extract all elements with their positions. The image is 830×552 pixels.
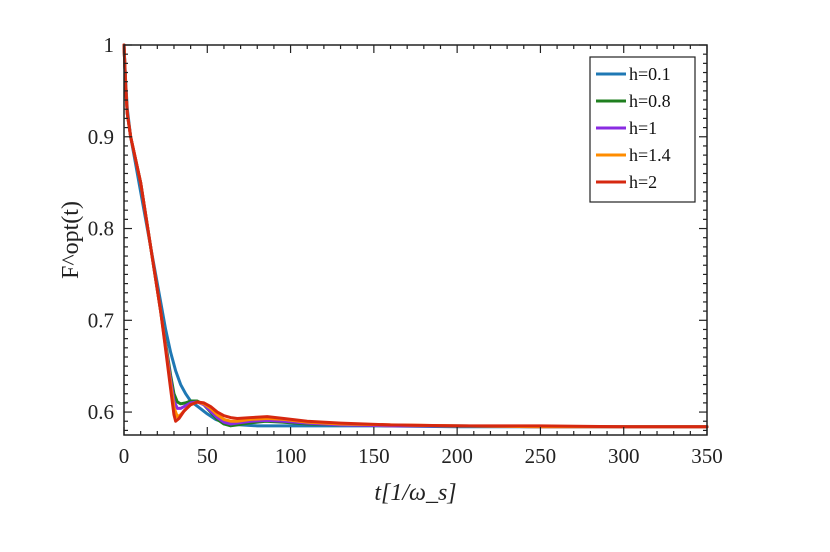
x-axis-label: t[1/ω_s] [374,480,456,506]
x-tick-label: 200 [441,444,473,468]
legend-label-2: h=0.8 [629,91,671,111]
legend-label-3: h=1 [629,118,657,138]
series-lines [122,43,709,429]
y-tick-label: 0.7 [88,308,114,332]
y-tick-label: 0.6 [88,400,114,424]
y-tick-label: 1 [104,33,115,57]
legend: h=0.1 h=0.8 h=1 h=1.4 h=2 [589,56,696,203]
y-tick-label: 0.8 [88,217,114,241]
x-tick-label: 0 [119,444,130,468]
x-tick-label: 250 [525,444,557,468]
legend-items: h=0.1 h=0.8 h=1 h=1.4 h=2 [596,64,671,192]
x-tick-label: 300 [608,444,640,468]
y-tick-labels: 0.6 0.7 0.8 0.9 1 [88,33,114,424]
series-line-1 [122,43,709,429]
series-line-5 [122,43,709,429]
plot-frame [123,44,708,436]
x-tick-label: 50 [197,444,218,468]
legend-label-1: h=0.1 [629,64,671,84]
axis-ticks [123,44,708,435]
x-tick-labels: 0 50 100 150 200 250 300 350 [119,444,723,468]
x-tick-label: 100 [275,444,307,468]
x-tick-label: 150 [358,444,390,468]
legend-label-4: h=1.4 [629,145,671,165]
legend-label-5: h=2 [629,172,657,192]
y-axis-label: F^opt(t) [58,201,84,279]
y-tick-label: 0.9 [88,125,114,149]
x-tick-label: 350 [691,444,723,468]
